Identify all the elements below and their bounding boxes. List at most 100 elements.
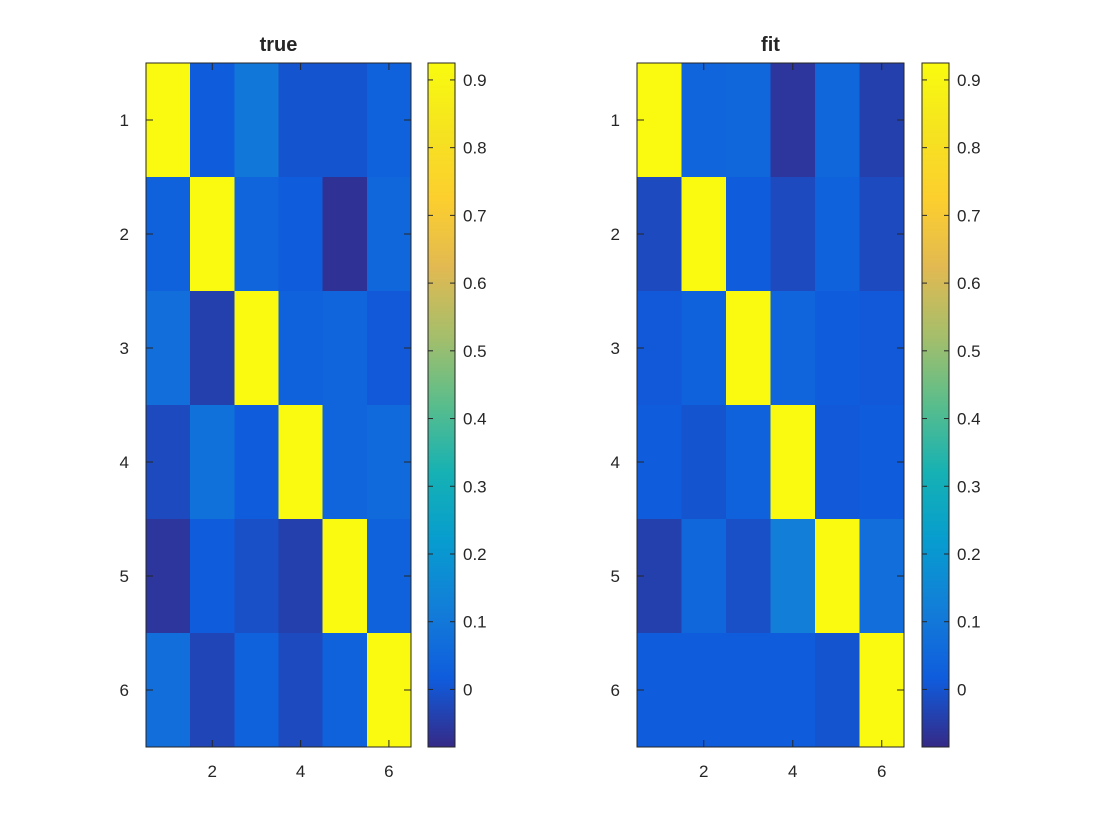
heatmap-cell-r6-c5: [322, 633, 368, 748]
heatmap-cell-r5-c5: [815, 519, 860, 634]
colorbar-gradient: [922, 63, 949, 747]
x-tick-label: 2: [208, 762, 217, 781]
x-tick-label: 2: [699, 762, 708, 781]
heatmap-cell-r5-c3: [234, 519, 279, 634]
y-tick-label: 2: [611, 225, 620, 244]
heatmap-cell-r4-c3: [234, 405, 279, 520]
colorbar-box: [921, 62, 950, 748]
y-tick-label: 1: [611, 111, 620, 130]
y-tick-label: 5: [120, 567, 129, 586]
heatmap-cell-r5-c2: [190, 519, 235, 634]
heatmap-cell-r5-c6: [366, 519, 412, 634]
y-tick-label: 4: [611, 453, 620, 472]
y-tick-label: 6: [611, 681, 620, 700]
colorbar-tick-label: 0.5: [957, 342, 981, 361]
heatmap-cell-r2-c5: [322, 177, 368, 292]
colorbar-tick-label: 0.6: [957, 274, 981, 293]
heatmap-cell-r3-c5: [815, 291, 860, 406]
heatmap-cells: [637, 63, 905, 748]
heatmap-cell-r1-c2: [190, 63, 235, 178]
axes-box: [636, 62, 905, 748]
heatmap-cell-r6-c3: [234, 633, 279, 748]
heatmap-cell-r1-c1: [146, 63, 191, 178]
heatmap-cell-r4-c2: [681, 405, 727, 520]
heatmap-cell-r5-c3: [726, 519, 771, 634]
colorbar-tick-label: 0.1: [957, 613, 981, 632]
colorbar: 0 0.1 0.2 0.3 0.4 0.5 0.6 0.7 0.8 0.9: [921, 62, 981, 748]
y-tick-label: 4: [120, 453, 129, 472]
heatmap-cell-r3-c3: [234, 291, 279, 406]
heatmap-cell-r4-c4: [770, 405, 816, 520]
heatmap-cell-r4-c1: [637, 405, 682, 520]
heatmap-cell-r2-c6: [366, 177, 412, 292]
colorbar-tick-label: 0.3: [957, 477, 981, 496]
y-tick-label: 5: [611, 567, 620, 586]
heatmap-cell-r2-c4: [278, 177, 324, 292]
colorbar-tick-label: 0.5: [463, 342, 487, 361]
colorbar-tick-label: 0.1: [463, 613, 487, 632]
heatmap-cell-r5-c6: [859, 519, 905, 634]
heatmap-cell-r6-c1: [637, 633, 682, 748]
chart-title: fit: [761, 34, 780, 56]
heatmap-cell-r6-c6: [859, 633, 905, 748]
heatmap-cell-r4-c4: [278, 405, 324, 520]
heatmap-cell-r2-c3: [726, 177, 771, 292]
heatmap-cell-r6-c4: [770, 633, 816, 748]
colorbar-tick-label: 0.4: [957, 410, 981, 429]
heatmap-cell-r3-c4: [278, 291, 324, 406]
heatmap-cell-r3-c3: [726, 291, 771, 406]
heatmap-panel-2: fit 2 4 6 1 2 3 4 5 6 0 0.1 0.2 0.3 0.4 0.5 0.6 0.7 0.8 0.9: [611, 34, 981, 781]
colorbar-tick-label: 0.2: [957, 545, 981, 564]
heatmap-cell-r1-c6: [366, 63, 412, 178]
heatmap-cell-r2-c1: [146, 177, 191, 292]
heatmap-cell-r4-c6: [366, 405, 412, 520]
heatmap-cell-r4-c3: [726, 405, 771, 520]
heatmap-cell-r3-c2: [681, 291, 727, 406]
heatmap-cell-r6-c4: [278, 633, 324, 748]
colorbar-tick-label: 0.8: [463, 139, 487, 158]
x-tick-label: 4: [788, 762, 797, 781]
heatmap-cell-r6-c2: [681, 633, 727, 748]
heatmap-cell-r4-c5: [322, 405, 368, 520]
heatmap-cell-r1-c5: [815, 63, 860, 178]
y-tick-label: 3: [120, 339, 129, 358]
heatmap-cell-r5-c1: [146, 519, 191, 634]
heatmap-cell-r4-c1: [146, 405, 191, 520]
colorbar-tick-label: 0.9: [957, 71, 981, 90]
heatmap-cell-r2-c5: [815, 177, 860, 292]
heatmap-cells: [146, 63, 412, 748]
heatmap-cell-r2-c3: [234, 177, 279, 292]
heatmap-cell-r1-c4: [770, 63, 816, 178]
heatmap-cell-r1-c6: [859, 63, 905, 178]
heatmap-cell-r1-c3: [234, 63, 279, 178]
colorbar-tick-label: 0: [957, 680, 966, 699]
chart-title: true: [260, 34, 298, 56]
heatmap-panel-1: true 2 4 6 1 2 3 4 5 6 0 0.1 0.2 0.3 0.4 0.5 0.6 0.7 0.8 0.…: [120, 34, 487, 781]
heatmap-cell-r2-c2: [190, 177, 235, 292]
heatmap-cell-r6-c1: [146, 633, 191, 748]
heatmap-cell-r3-c5: [322, 291, 368, 406]
y-tick-label: 3: [611, 339, 620, 358]
heatmap-cell-r5-c4: [770, 519, 816, 634]
colorbar-box: [427, 62, 456, 748]
heatmap-cell-r1-c4: [278, 63, 324, 178]
heatmap-cell-r2-c6: [859, 177, 905, 292]
heatmap-cell-r4-c2: [190, 405, 235, 520]
heatmap-cell-r1-c5: [322, 63, 368, 178]
heatmap-cell-r1-c2: [681, 63, 727, 178]
heatmap-cell-r3-c6: [366, 291, 412, 406]
x-tick-label: 4: [296, 762, 305, 781]
heatmap-cell-r6-c2: [190, 633, 235, 748]
heatmap-cell-r3-c1: [146, 291, 191, 406]
axes-box: [145, 62, 412, 748]
heatmap-cell-r3-c2: [190, 291, 235, 406]
heatmap-cell-r2-c1: [637, 177, 682, 292]
heatmap-cell-r1-c1: [637, 63, 682, 178]
heatmap-cell-r2-c4: [770, 177, 816, 292]
heatmap-cell-r5-c2: [681, 519, 727, 634]
heatmap-cell-r4-c5: [815, 405, 860, 520]
heatmap-cell-r3-c1: [637, 291, 682, 406]
colorbar: 0 0.1 0.2 0.3 0.4 0.5 0.6 0.7 0.8 0.9: [427, 62, 487, 748]
heatmap-cell-r4-c6: [859, 405, 905, 520]
colorbar-tick-label: 0.4: [463, 410, 487, 429]
